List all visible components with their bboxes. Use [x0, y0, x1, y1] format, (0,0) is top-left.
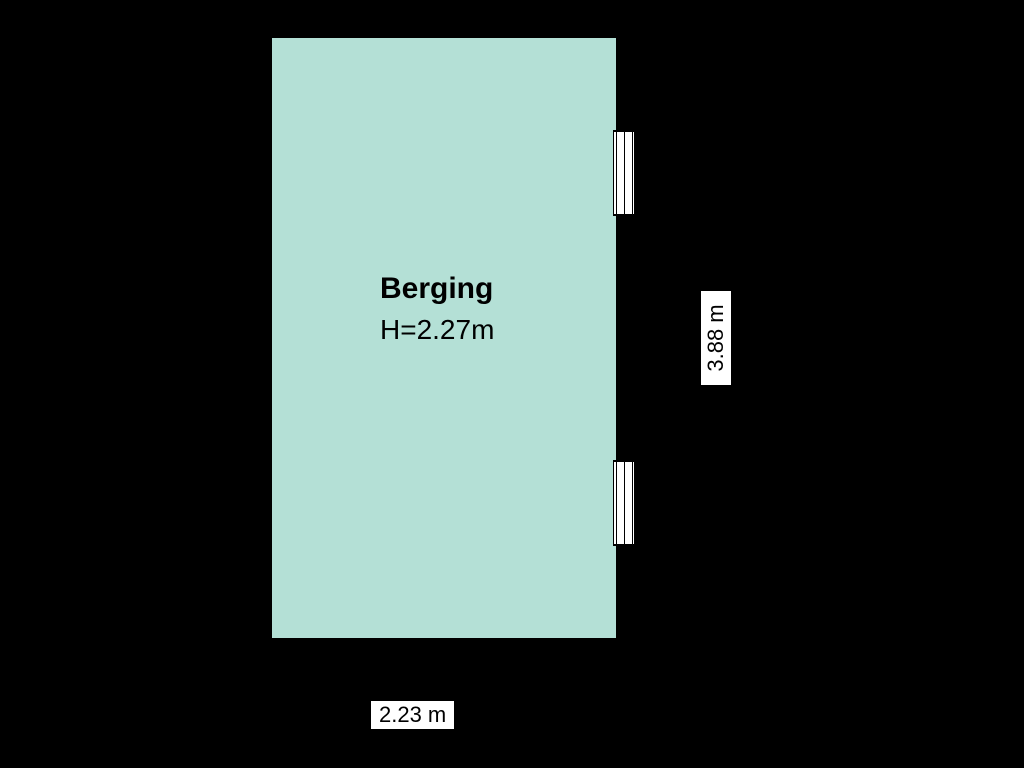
window-symbol	[613, 460, 635, 546]
floor-plan: Berging H=2.27m 2.23 m 3.88 m	[0, 0, 1024, 768]
room-name-label: Berging	[380, 272, 493, 306]
room-height-label: H=2.27m	[380, 314, 494, 346]
window-symbol	[613, 130, 635, 216]
dimension-width-label: 2.23 m	[370, 700, 455, 730]
dimension-width-text: 2.23 m	[379, 702, 446, 727]
dimension-height-text: 3.88 m	[704, 304, 728, 371]
dimension-height-label: 3.88 m	[700, 290, 732, 386]
